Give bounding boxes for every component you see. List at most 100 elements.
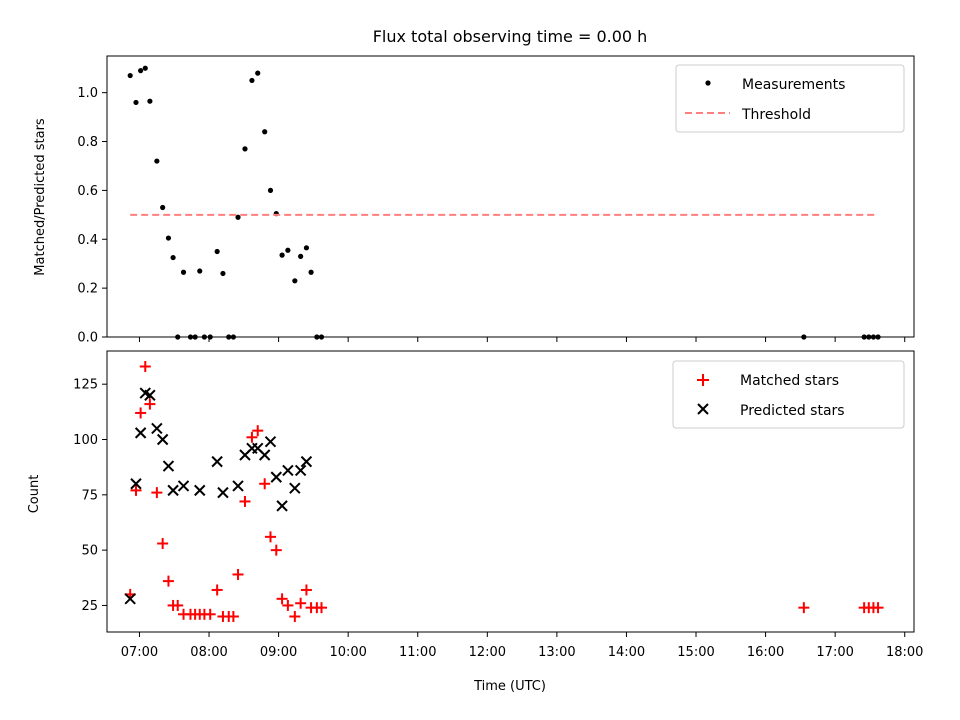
x-tick-label: 12:00: [469, 645, 506, 660]
matched-star-point: [239, 495, 251, 507]
top-y-tick-label: 0.2: [77, 282, 98, 297]
measurement-point: [165, 235, 172, 241]
matched-star-point: [211, 584, 223, 596]
top-y-tick-label: 0.4: [77, 233, 98, 248]
predicted-star-point: [258, 449, 271, 461]
predicted-star-point: [264, 436, 277, 448]
matched-star-point: [130, 484, 142, 496]
measurement-point: [142, 65, 148, 71]
matched-star-point: [872, 602, 884, 614]
x-tick-label: 14:00: [608, 645, 645, 660]
x-tick-label: 10:00: [329, 645, 366, 660]
bottom-y-tick-label: 25: [81, 599, 98, 614]
legend-predicted-label: Predicted stars: [740, 403, 845, 419]
matched-star-point: [282, 599, 294, 611]
bottom-y-axis-label: Count: [27, 475, 42, 514]
matched-star-point: [270, 544, 282, 556]
predicted-star-point: [167, 484, 179, 497]
bottom-y-tick-label: 50: [81, 544, 98, 559]
predicted-star-point: [232, 480, 244, 492]
measurement-point: [255, 70, 261, 76]
flux-ratio-panel: Flux total observing time = 0.00 h Match…: [33, 27, 915, 346]
bottom-legend: Matched stars Predicted stars: [672, 360, 905, 429]
bottom-axes-frame: [106, 350, 915, 633]
measurement-point: [197, 268, 203, 274]
measurement-point: [127, 72, 133, 79]
predicted-star-point: [177, 480, 190, 492]
predicted-star-point: [289, 482, 301, 494]
matched-star-point: [264, 531, 276, 543]
predicted-star-point: [217, 486, 229, 499]
x-tick-label: 11:00: [399, 645, 436, 660]
x-tick-label: 17:00: [816, 645, 853, 660]
matched-star-point: [276, 593, 288, 605]
legend-matched-label: Matched stars: [740, 373, 839, 389]
matched-star-point: [232, 568, 244, 580]
predicted-star-point: [156, 433, 169, 446]
measurement-point: [267, 187, 274, 193]
measurement-point: [292, 278, 298, 284]
matched-star-point: [204, 608, 216, 620]
predicted-star-point: [270, 471, 282, 483]
matched-star-point: [144, 398, 156, 410]
measurement-point: [154, 158, 160, 164]
predicted-star-point: [130, 478, 142, 490]
legend-measurements-label: Measurements: [742, 77, 845, 93]
x-tick-label: 16:00: [747, 645, 784, 660]
matched-star-point: [157, 537, 169, 549]
measurement-point: [303, 245, 310, 251]
predicted-star-point: [151, 422, 163, 435]
measurement-point: [279, 252, 285, 258]
matched-star-point: [227, 611, 239, 623]
matched-star-point: [162, 575, 174, 587]
matched-star-point: [300, 584, 312, 596]
x-tick-label: 08:00: [190, 645, 227, 660]
chart-title: Flux total observing time = 0.00 h: [373, 27, 648, 46]
predicted-star-point: [276, 500, 288, 512]
bottom-y-tick-label: 100: [73, 433, 98, 448]
matched-star-point: [289, 611, 301, 623]
bottom-y-tick-label: 125: [73, 378, 98, 393]
predicted-star-point: [162, 460, 175, 472]
measurement-point: [235, 214, 241, 220]
matched-star-point: [316, 602, 328, 614]
top-axes-frame: [106, 55, 915, 338]
measurement-point: [298, 253, 304, 259]
x-tick-label: 07:00: [121, 645, 158, 660]
matched-star-point: [135, 407, 147, 419]
legend-matched-marker: [697, 374, 709, 386]
measurement-point: [138, 68, 144, 74]
predicted-star-point: [144, 389, 156, 401]
top-legend-frame: [675, 64, 905, 133]
legend-threshold-label: Threshold: [741, 107, 811, 123]
matched-star-point: [798, 602, 810, 614]
measurement-point: [133, 99, 139, 106]
measurement-point: [220, 270, 226, 277]
bottom-plot-area: 25 50 75 100 125 07:00 08:00 09:00 10:00 11:00 12:…: [73, 350, 923, 660]
star-count-panel: Count Time (UTC) 25 50 75 100 125 07:00 08:00 0…: [27, 350, 923, 694]
legend-predicted-marker: [697, 403, 709, 415]
top-legend: Measurements Threshold: [675, 64, 905, 133]
predicted-star-point: [124, 593, 136, 605]
x-tick-label: 18:00: [886, 645, 923, 660]
top-y-tick-label: 1.0: [77, 86, 98, 101]
predicted-star-point: [211, 455, 223, 468]
top-y-tick-label: 0.8: [77, 135, 98, 150]
measurement-point: [249, 77, 255, 84]
bottom-legend-frame: [672, 360, 905, 429]
measurement-point: [160, 204, 166, 211]
measurement-point: [147, 98, 153, 104]
predicted-star-point: [300, 455, 313, 468]
measurement-point: [214, 248, 220, 255]
matched-star-point: [252, 425, 264, 437]
top-plot-area: 0.0 0.2 0.4 0.6 0.8 1.0: [77, 55, 915, 346]
top-y-tick-label: 0.0: [77, 331, 98, 346]
measurement-point: [242, 146, 248, 152]
measurement-point: [262, 129, 268, 135]
matched-star-point: [295, 597, 307, 609]
matched-star-point: [151, 487, 163, 499]
measurement-point: [180, 269, 187, 275]
top-y-axis-label: Matched/Predicted stars: [33, 118, 48, 276]
matched-star-point: [259, 478, 271, 490]
